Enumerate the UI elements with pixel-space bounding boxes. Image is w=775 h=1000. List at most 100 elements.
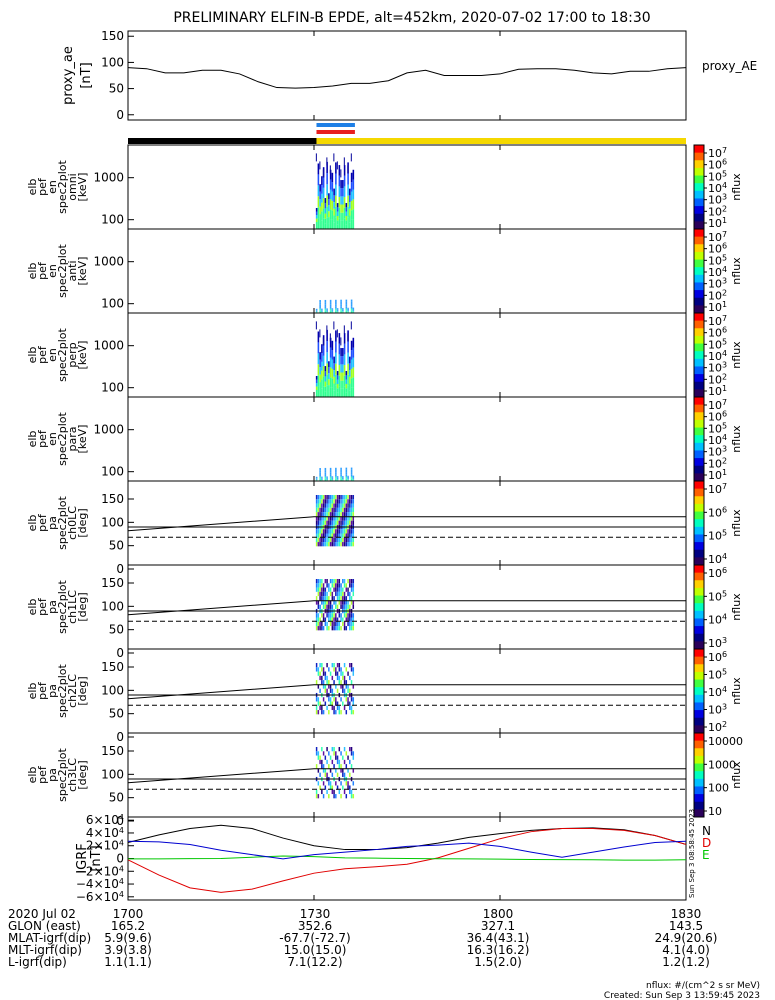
spectrogram-cell [333, 516, 335, 521]
spectrogram-cell [340, 204, 342, 213]
spectrogram-cell [345, 587, 348, 592]
spectrogram-cell [331, 529, 334, 534]
spectrogram-cell [350, 478, 353, 481]
colorbar-tick-label: 107 [708, 230, 727, 244]
spectrogram-cell [329, 387, 332, 397]
spectrogram-cell [345, 308, 348, 311]
colorbar-segment [694, 641, 704, 650]
spectrogram-cell [336, 591, 339, 597]
spectrogram-cell [329, 310, 332, 313]
spectrogram-cell [347, 507, 349, 513]
spectrogram-cell [328, 751, 330, 756]
spectrogram-cell [343, 218, 346, 229]
spectrogram-cell [331, 191, 334, 201]
spectrogram-cell [326, 507, 328, 513]
spectrogram-cell [324, 579, 327, 584]
spectrogram-cell [338, 663, 341, 668]
spectrogram-cell [329, 165, 331, 174]
spectrogram-cell [336, 388, 339, 393]
spectrogram-cell [331, 503, 334, 508]
spectrogram-cell [342, 499, 344, 504]
spectrogram-cell [342, 604, 344, 609]
orbit-table: 2020 Jul 02 1700 1730 1800 1830 GLON (east) 16… [8, 907, 717, 969]
spectrogram-cell [324, 386, 327, 392]
spectrogram-cell [352, 476, 355, 478]
spectrogram-cell [324, 503, 327, 508]
spectrogram-cell [322, 218, 325, 229]
spectrogram-cell [345, 299, 348, 302]
colorbar-segment [694, 687, 704, 696]
spectrogram-cell [335, 173, 337, 185]
spectrogram-cell [347, 479, 349, 481]
spectrogram-cell [340, 503, 342, 508]
y-tick-label: 150 [101, 744, 124, 758]
spectrogram-cell [342, 477, 344, 479]
spectrogram-cell [338, 375, 341, 387]
spectrogram-cell [333, 663, 335, 668]
spectrogram-cell [315, 529, 318, 534]
spectrogram-cell [342, 533, 344, 538]
spectrogram-cell [335, 542, 337, 547]
series-total [127, 840, 687, 860]
spectrogram-cell [315, 308, 318, 310]
spectrogram-cell [343, 386, 346, 397]
spectrogram-cell [324, 476, 327, 479]
spectrogram-cell [340, 372, 342, 381]
spectrogram-cell [340, 600, 342, 605]
spectrogram-cell [343, 343, 346, 355]
spectrogram-cell [350, 310, 353, 313]
spectrogram-cell [315, 321, 317, 330]
spectrogram-cell [347, 499, 349, 504]
spectrogram-cell [342, 671, 344, 676]
spectrogram-cell [335, 184, 337, 196]
spectrogram-cell [319, 374, 321, 383]
spectrogram-cell [328, 373, 330, 380]
colorbar-segment [694, 549, 704, 558]
spectrogram-cell [342, 212, 344, 221]
spectrogram-cell [350, 321, 352, 330]
spectrogram-cell [317, 621, 320, 627]
spectrogram-cell [343, 542, 346, 547]
spectrogram-cell [321, 663, 323, 668]
legend-item: N [702, 824, 711, 838]
spectrogram-cell [326, 206, 328, 218]
spectrogram-cell [315, 379, 318, 383]
spectrogram-cell [336, 375, 339, 380]
spectrogram-cell [336, 705, 339, 711]
spectrogram-cell [336, 379, 339, 385]
colorbar-segment [694, 771, 704, 780]
spectrogram-cell [315, 697, 318, 702]
spectrogram-cell [324, 591, 327, 597]
spectrogram-cell [329, 302, 332, 305]
spectrogram-cell [336, 542, 339, 547]
spectrogram-cell [321, 542, 323, 547]
spectrogram-cell [343, 499, 346, 504]
spectrogram-cell [336, 626, 339, 631]
spectrogram-cell [352, 377, 355, 388]
orbit-row-label: L-igrf(dip) [8, 955, 67, 969]
spectrogram-cell [329, 533, 332, 538]
ylabel-line: pef [36, 177, 49, 196]
colorbar-segment [694, 565, 704, 574]
spectrogram-cell [352, 542, 355, 547]
spectrogram-cell [326, 161, 328, 174]
spectrogram-cell [340, 680, 342, 685]
spectrogram-cell [343, 759, 346, 765]
spectrogram-cell [317, 196, 320, 208]
colorbar-segment [694, 297, 704, 306]
colorbar-segment [694, 328, 704, 337]
spectrogram-cell [345, 626, 348, 631]
spectrogram-cell [328, 529, 330, 534]
spectrogram-cell [321, 185, 323, 194]
ylabel-line: elb [26, 347, 39, 364]
spectrogram-cell [315, 503, 318, 508]
spectrogram-cell [333, 376, 335, 384]
colorbar-segment [694, 794, 704, 803]
colorbar-segment [694, 305, 704, 314]
spectrogram-cell [343, 325, 345, 334]
spectrogram-cell [340, 587, 342, 592]
spectrogram-cell [328, 680, 330, 685]
spectrogram-cell [326, 512, 328, 517]
y-tick-label: 100 [101, 381, 124, 395]
spectrogram-cell [338, 218, 341, 229]
